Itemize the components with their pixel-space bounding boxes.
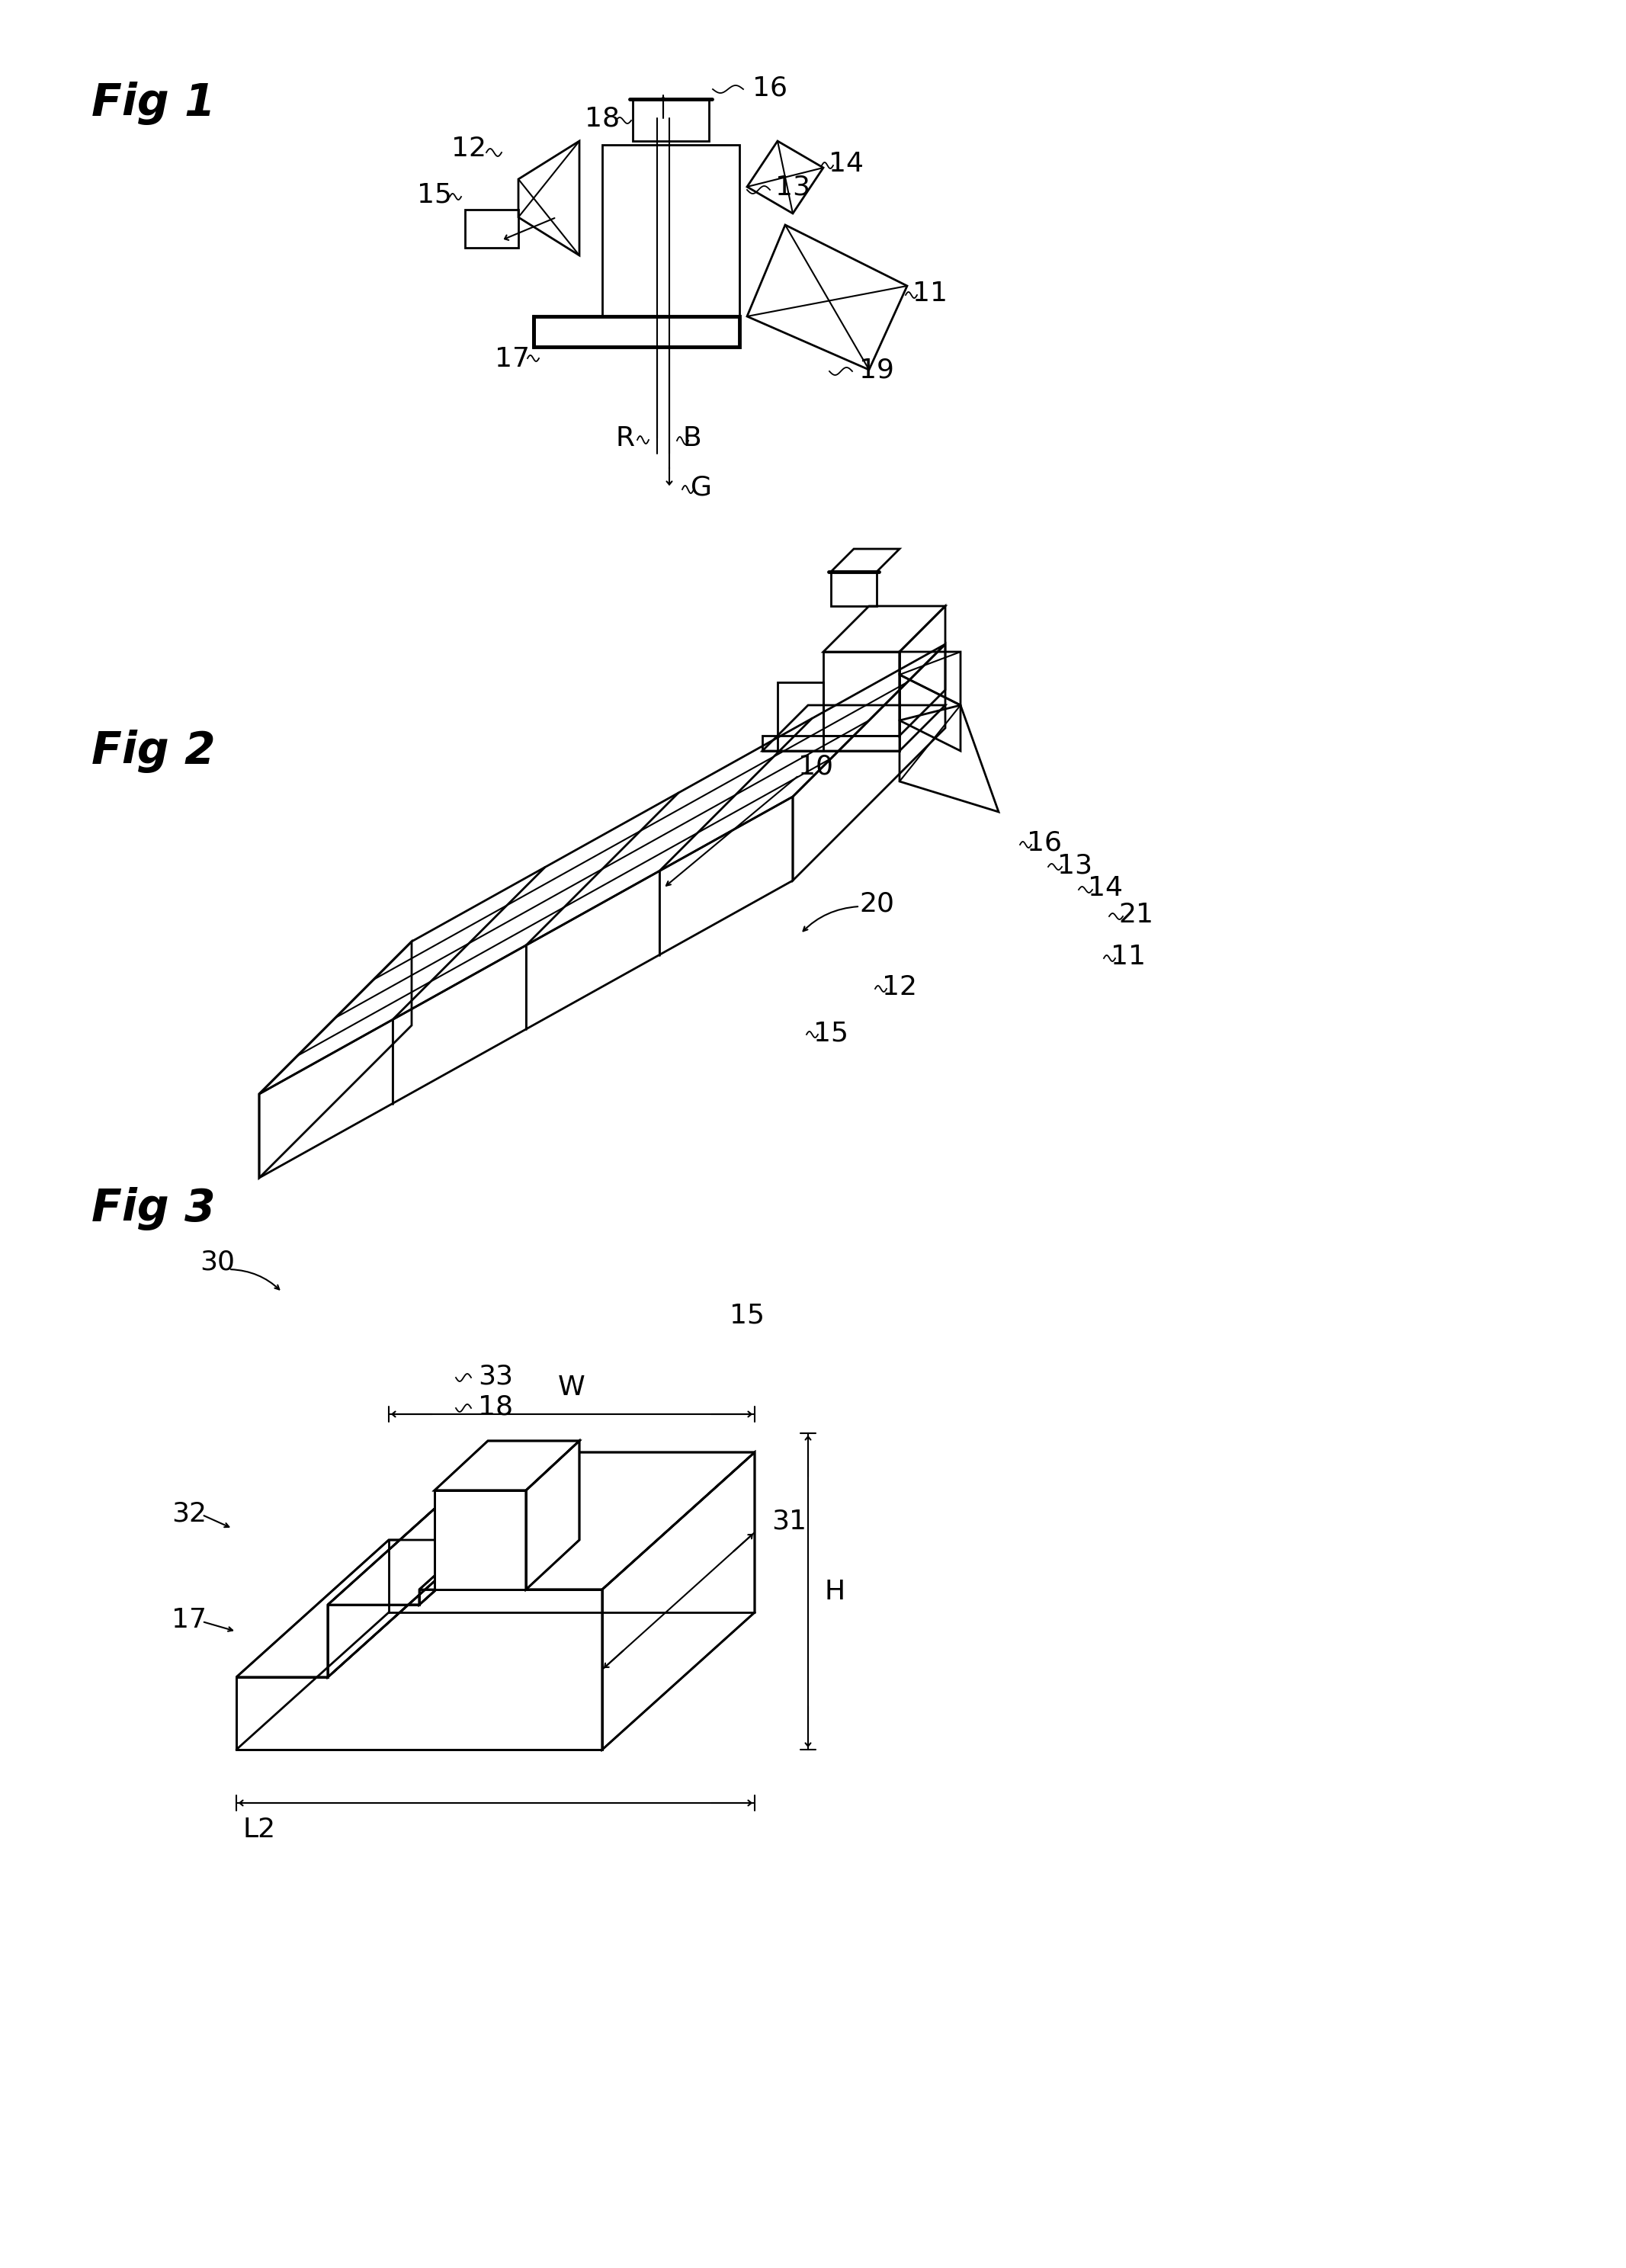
Polygon shape bbox=[525, 1440, 579, 1590]
Text: 16: 16 bbox=[1028, 830, 1062, 855]
Polygon shape bbox=[602, 1452, 754, 1749]
Text: H: H bbox=[824, 1579, 846, 1606]
Polygon shape bbox=[328, 1467, 572, 1606]
Text: 20: 20 bbox=[859, 891, 894, 916]
Text: 12: 12 bbox=[881, 975, 917, 1000]
Text: W: W bbox=[558, 1374, 585, 1399]
Text: Fig 2: Fig 2 bbox=[91, 730, 216, 773]
Text: 15: 15 bbox=[416, 181, 452, 206]
Text: 13: 13 bbox=[1057, 853, 1093, 878]
Text: L2: L2 bbox=[242, 1817, 276, 1842]
Text: B: B bbox=[683, 426, 701, 451]
Polygon shape bbox=[434, 1490, 525, 1590]
Text: 11: 11 bbox=[912, 281, 948, 306]
Text: 16: 16 bbox=[753, 75, 787, 100]
Text: 14: 14 bbox=[829, 152, 863, 177]
Text: G: G bbox=[691, 474, 712, 501]
Text: 30: 30 bbox=[200, 1250, 234, 1275]
Text: 32: 32 bbox=[171, 1501, 207, 1526]
Polygon shape bbox=[434, 1440, 579, 1490]
Text: 12: 12 bbox=[452, 136, 486, 161]
Text: 17: 17 bbox=[171, 1608, 207, 1633]
Text: Fig 3: Fig 3 bbox=[91, 1186, 216, 1229]
Polygon shape bbox=[236, 1590, 602, 1749]
Text: Fig 1: Fig 1 bbox=[91, 82, 216, 125]
Text: 14: 14 bbox=[1088, 875, 1124, 900]
Text: 10: 10 bbox=[798, 753, 833, 780]
Text: 18: 18 bbox=[478, 1393, 514, 1420]
Polygon shape bbox=[236, 1540, 480, 1676]
Text: 17: 17 bbox=[494, 347, 530, 372]
Text: 13: 13 bbox=[776, 175, 810, 200]
Text: 18: 18 bbox=[585, 104, 620, 132]
Text: 11: 11 bbox=[1111, 943, 1146, 971]
Text: 21: 21 bbox=[1119, 903, 1153, 928]
Text: 33: 33 bbox=[478, 1363, 514, 1388]
Polygon shape bbox=[420, 1452, 572, 1606]
Text: 31: 31 bbox=[771, 1508, 806, 1533]
Text: 15: 15 bbox=[813, 1021, 849, 1046]
Text: 15: 15 bbox=[730, 1302, 764, 1329]
Polygon shape bbox=[420, 1452, 754, 1590]
Polygon shape bbox=[328, 1467, 480, 1676]
Text: R: R bbox=[616, 426, 634, 451]
Text: 19: 19 bbox=[859, 356, 894, 383]
